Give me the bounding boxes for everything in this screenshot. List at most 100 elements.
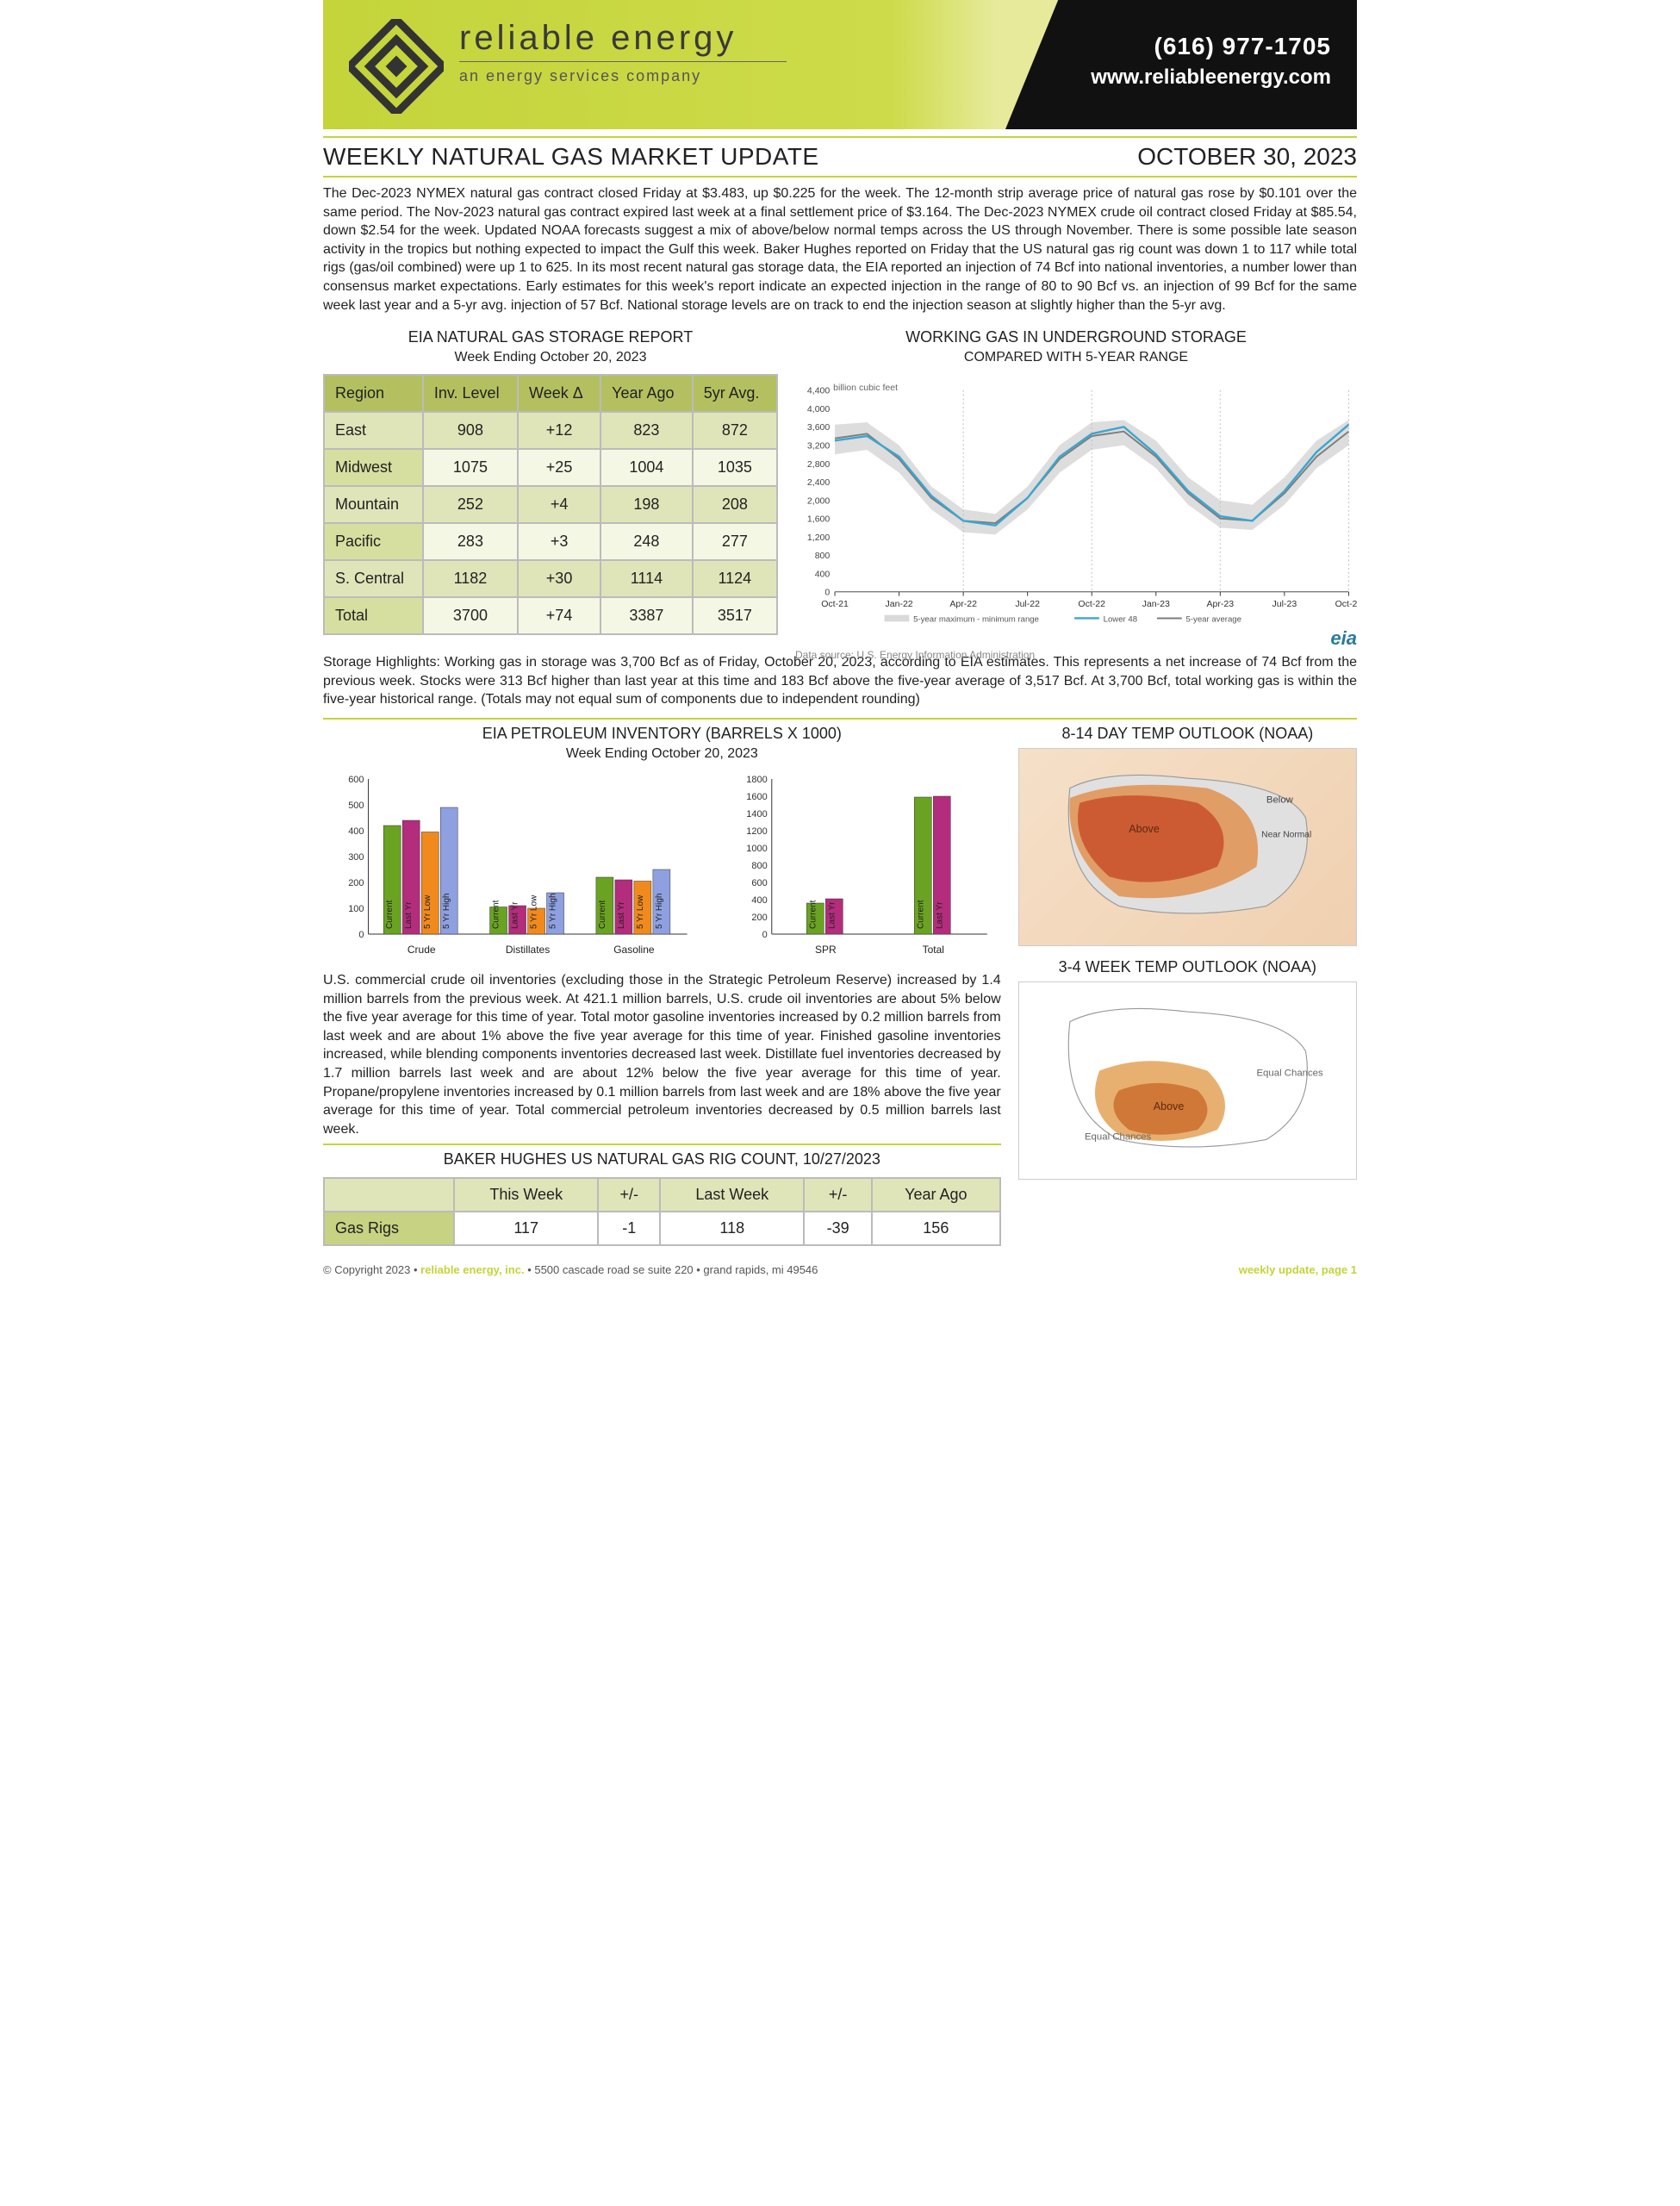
svg-text:400: 400 [815,570,831,580]
table-cell: +12 [518,412,600,449]
svg-text:Jan-23: Jan-23 [1142,599,1170,609]
svg-text:2,400: 2,400 [807,477,830,488]
svg-text:Current: Current [385,900,395,929]
table-cell: 117 [454,1212,598,1245]
temp-outlook-map-1: Above Below Near Normal [1018,748,1357,946]
table-cell: Gas Rigs [324,1212,454,1245]
svg-text:600: 600 [752,878,768,888]
svg-text:1800: 1800 [746,775,767,785]
table-cell: Midwest [324,449,423,486]
svg-text:200: 200 [348,878,364,888]
svg-text:billion cubic feet: billion cubic feet [833,383,898,393]
table-cell: -1 [598,1212,660,1245]
table-cell: 198 [600,486,693,523]
table-cell: 823 [600,412,693,449]
table-cell: +4 [518,486,600,523]
table-header: Last Week [660,1178,804,1212]
svg-text:1200: 1200 [746,826,767,837]
svg-text:600: 600 [348,775,364,785]
table-header: +/- [804,1178,872,1212]
svg-text:5-year average: 5-year average [1186,614,1241,624]
table-cell: 277 [693,523,777,560]
table-cell: +74 [518,597,600,634]
svg-text:1,600: 1,600 [807,514,830,525]
svg-text:0: 0 [358,930,364,940]
divider [323,718,1357,720]
petroleum-subtitle: Week Ending October 20, 2023 [323,746,1001,762]
report-date: OCTOBER 30, 2023 [1137,143,1357,171]
page-title: WEEKLY NATURAL GAS MARKET UPDATE [323,143,819,171]
table-cell: 1124 [693,560,777,597]
outlook1-title: 8-14 DAY TEMP OUTLOOK (NOAA) [1018,725,1357,743]
svg-text:5 Yr High: 5 Yr High [442,893,451,929]
header-banner: reliable energy an energy services compa… [323,0,1357,129]
table-header: Year Ago [600,375,693,412]
table-cell: Mountain [324,486,423,523]
svg-text:1400: 1400 [746,809,767,819]
storage-table-title: EIA NATURAL GAS STORAGE REPORT [323,328,778,346]
table-cell: 248 [600,523,693,560]
svg-text:Jul-22: Jul-22 [1015,599,1040,609]
svg-text:5 Yr High: 5 Yr High [549,893,558,929]
table-cell: 1182 [423,560,518,597]
footer-page: weekly update, page 1 [1239,1263,1357,1276]
table-cell: +3 [518,523,600,560]
storage-table: RegionInv. LevelWeek ΔYear Ago5yr Avg. E… [323,374,778,635]
outlook2-title: 3-4 WEEK TEMP OUTLOOK (NOAA) [1018,958,1357,976]
lede-paragraph: The Dec-2023 NYMEX natural gas contract … [323,184,1357,315]
petroleum-bar-chart: 0 100 200 300 400 500 600 Current Last Yr 5 Yr Lo… [323,770,1001,964]
rig-title: BAKER HUGHES US NATURAL GAS RIG COUNT, 1… [323,1150,1001,1168]
svg-text:500: 500 [348,801,364,811]
svg-text:2,000: 2,000 [807,495,830,506]
table-cell: 1114 [600,560,693,597]
table-cell: +30 [518,560,600,597]
svg-text:0: 0 [824,588,830,598]
svg-text:Last Yr: Last Yr [511,901,520,929]
table-cell: 3517 [693,597,777,634]
table-cell: +25 [518,449,600,486]
table-cell: -39 [804,1212,872,1245]
contact-phone: (616) 977-1705 [1091,33,1331,60]
petroleum-title: EIA PETROLEUM INVENTORY (BARRELS X 1000) [323,725,1001,743]
svg-text:300: 300 [348,852,364,863]
svg-text:Gasoline: Gasoline [613,944,655,956]
table-cell: 3700 [423,597,518,634]
svg-text:800: 800 [815,551,831,561]
svg-text:Current: Current [916,900,925,929]
table-cell: 156 [872,1212,1000,1245]
storage-highlight: Storage Highlights: Working gas in stora… [323,653,1357,709]
company-logo-icon [349,19,444,118]
table-cell: S. Central [324,560,423,597]
table-cell: 283 [423,523,518,560]
svg-text:Equal Chances: Equal Chances [1256,1068,1323,1078]
table-cell: 908 [423,412,518,449]
contact-website: www.reliableenergy.com [1091,65,1331,90]
company-name: reliable energy [459,19,787,58]
svg-text:5 Yr Low: 5 Yr Low [423,894,432,929]
svg-text:400: 400 [348,826,364,837]
svg-text:Above: Above [1129,823,1160,835]
storage-chart-subtitle: COMPARED WITH 5-YEAR RANGE [795,350,1357,365]
svg-text:Distillates: Distillates [506,944,550,956]
table-header: This Week [454,1178,598,1212]
svg-text:Above: Above [1153,1100,1184,1112]
svg-text:4,400: 4,400 [807,386,830,396]
svg-text:Jan-22: Jan-22 [885,599,912,609]
footer-address: • 5500 cascade road se suite 220 • grand… [527,1263,818,1276]
svg-text:Current: Current [492,900,501,929]
svg-text:Below: Below [1266,795,1294,806]
svg-text:100: 100 [348,904,364,914]
table-cell: 118 [660,1212,804,1245]
svg-text:5 Yr Low: 5 Yr Low [636,894,645,929]
table-header: Week Δ [518,375,600,412]
svg-text:5 Yr High: 5 Yr High [655,893,664,929]
svg-text:Equal Chances: Equal Chances [1085,1131,1152,1142]
svg-text:Oct-22: Oct-22 [1078,599,1105,609]
svg-text:5 Yr Low: 5 Yr Low [530,894,539,929]
chart-source: Data source: U.S. Energy Information Adm… [795,649,1357,661]
svg-text:Apr-22: Apr-22 [949,599,977,609]
svg-text:800: 800 [752,861,768,871]
title-bar: WEEKLY NATURAL GAS MARKET UPDATE OCTOBER… [323,136,1357,178]
table-cell: 208 [693,486,777,523]
table-cell: 1075 [423,449,518,486]
